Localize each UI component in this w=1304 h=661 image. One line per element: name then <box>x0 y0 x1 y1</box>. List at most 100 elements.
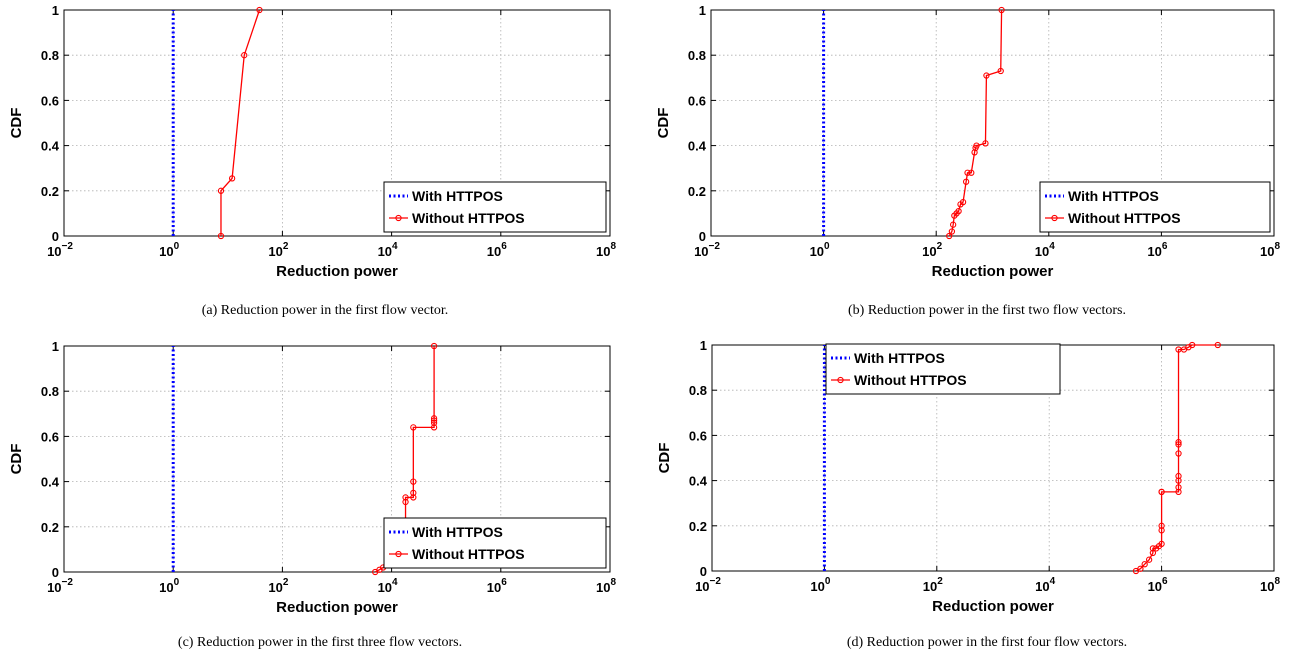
legend-label: With HTTPOS <box>854 350 945 366</box>
y-axis-label: CDF <box>8 108 25 139</box>
data-point <box>1175 484 1182 491</box>
data-point <box>228 175 236 182</box>
x-tick-label: 104 <box>378 241 398 259</box>
data-point <box>410 494 417 501</box>
legend: With HTTPOS Without HTTPOS <box>1039 181 1271 233</box>
data-point <box>1175 439 1182 446</box>
y-tick-label: 0.2 <box>689 519 707 534</box>
data-point <box>946 232 953 240</box>
legend-label: Without HTTPOS <box>412 210 525 226</box>
data-point <box>949 221 957 228</box>
legend: With HTTPOS Without HTTPOS <box>825 343 1061 395</box>
y-tick-label: 0 <box>699 229 706 244</box>
y-tick-label: 0.4 <box>689 474 708 489</box>
x-tick-label: 108 <box>596 577 616 595</box>
x-tick-label: 104 <box>1035 241 1055 259</box>
x-tick-label: 106 <box>1148 576 1168 594</box>
y-tick-label: 0.8 <box>688 48 706 63</box>
legend: With HTTPOS Without HTTPOS <box>383 181 607 233</box>
x-tick-label: 10−2 <box>47 241 73 259</box>
data-point <box>1214 341 1221 349</box>
y-tick-label: 0.8 <box>689 383 707 398</box>
data-point <box>217 187 225 194</box>
data-point <box>1145 556 1153 563</box>
y-tick-label: 0.4 <box>688 139 707 154</box>
data-point <box>217 232 225 240</box>
legend-box <box>825 343 1061 395</box>
y-tick-label: 0.2 <box>41 520 59 535</box>
y-tick-label: 0.2 <box>688 184 706 199</box>
axes-frame <box>63 9 611 237</box>
x-tick-label: 108 <box>596 241 616 259</box>
series-line-without-httpos <box>948 9 1003 237</box>
legend-box <box>1039 181 1271 233</box>
legend-label: Without HTTPOS <box>1068 210 1181 226</box>
data-point <box>1175 477 1182 484</box>
y-tick-label: 0 <box>52 229 59 244</box>
y-tick-label: 1 <box>52 3 59 18</box>
x-tick-label: 108 <box>1260 241 1280 259</box>
legend-marker <box>395 550 402 558</box>
x-axis-label: Reduction power <box>932 598 1054 615</box>
chart-panel-d: 10−2 100 102 104 106 108 0 0.2 0.4 0.6 0.8 1 Reducti… <box>652 336 1304 661</box>
data-point <box>982 140 989 147</box>
axes-frame <box>710 9 1275 237</box>
data-point <box>948 228 956 235</box>
data-point <box>410 478 417 485</box>
data-point <box>962 178 970 185</box>
data-point <box>241 52 248 59</box>
y-tick-label: 1 <box>699 3 706 18</box>
x-axis-label: Reduction power <box>276 263 398 280</box>
legend-marker <box>837 376 844 384</box>
data-point <box>430 419 438 426</box>
data-point <box>1158 488 1165 496</box>
x-tick-label: 104 <box>1035 576 1055 594</box>
x-tick-label: 106 <box>487 577 507 595</box>
cdf-chart-d: 10−2 100 102 104 106 108 0 0.2 0.4 0.6 0.8 1 Reducti… <box>656 338 1280 615</box>
x-tick-label: 10−2 <box>694 241 720 259</box>
y-tick-label: 0.6 <box>41 429 59 444</box>
data-point <box>964 169 971 176</box>
x-tick-label: 102 <box>923 576 943 594</box>
x-tick-label: 102 <box>268 577 288 595</box>
chart-panel-a: 10−2 100 102 104 106 108 0 0.2 0.4 0.6 0.8 1 Reducti… <box>0 0 652 330</box>
y-tick-label: 0.6 <box>689 428 707 443</box>
legend: With HTTPOS Without HTTPOS <box>383 517 607 569</box>
y-tick-label: 0.8 <box>41 48 59 63</box>
data-point <box>959 198 967 206</box>
x-tick-label: 100 <box>159 577 179 595</box>
data-point <box>968 169 975 176</box>
x-tick-label: 102 <box>268 241 288 259</box>
x-tick-label: 10−2 <box>695 576 721 594</box>
x-tick-label: 108 <box>1260 576 1280 594</box>
data-point <box>1149 545 1157 552</box>
data-point <box>1141 561 1148 568</box>
data-point <box>1175 472 1182 480</box>
x-tick-label: 106 <box>1147 241 1167 259</box>
y-tick-label: 0.6 <box>41 93 59 108</box>
cdf-chart-c: 10−2 100 102 104 106 108 0 0.2 0.4 0.6 0.8 1 Reducti… <box>8 339 616 616</box>
data-point <box>1158 527 1165 534</box>
legend-label: With HTTPOS <box>412 524 503 540</box>
data-point <box>1149 549 1157 557</box>
y-tick-label: 1 <box>700 338 707 353</box>
data-point <box>1158 522 1165 529</box>
data-point <box>410 489 417 497</box>
data-point <box>1137 565 1144 572</box>
legend-label: With HTTPOS <box>412 188 503 204</box>
x-tick-label: 100 <box>159 241 179 259</box>
y-axis-label: CDF <box>656 443 673 474</box>
x-axis-label: Reduction power <box>932 263 1054 280</box>
legend-marker <box>395 214 402 222</box>
y-axis-label: CDF <box>8 444 25 475</box>
data-point <box>402 498 409 506</box>
data-point <box>973 142 980 149</box>
data-point <box>1189 341 1196 349</box>
data-point <box>402 494 409 501</box>
caption-a: (a) Reduction power in the first flow ve… <box>201 303 449 318</box>
legend-label: With HTTPOS <box>1068 188 1159 204</box>
data-point <box>430 417 438 424</box>
chart-panel-c: 10−2 100 102 104 106 108 0 0.2 0.4 0.6 0.8 1 Reducti… <box>0 336 652 661</box>
y-tick-label: 0.2 <box>41 184 59 199</box>
y-tick-label: 0 <box>52 565 59 580</box>
